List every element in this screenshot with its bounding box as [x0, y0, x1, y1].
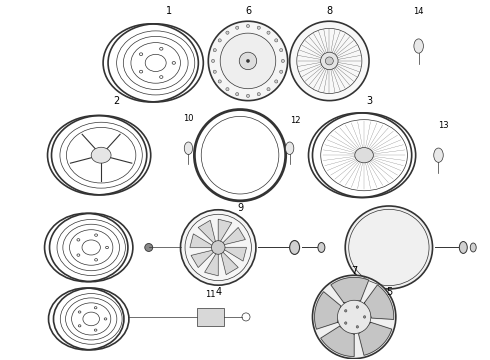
Text: 3: 3: [366, 96, 372, 105]
Ellipse shape: [184, 142, 193, 154]
Polygon shape: [191, 250, 215, 267]
Ellipse shape: [220, 33, 276, 89]
Ellipse shape: [213, 70, 217, 73]
Ellipse shape: [280, 70, 283, 73]
Ellipse shape: [239, 52, 257, 69]
Ellipse shape: [226, 31, 229, 34]
Polygon shape: [198, 220, 216, 244]
Ellipse shape: [246, 24, 249, 28]
Ellipse shape: [313, 275, 396, 359]
Polygon shape: [359, 322, 392, 355]
Ellipse shape: [218, 39, 221, 42]
Ellipse shape: [211, 241, 225, 254]
Polygon shape: [315, 292, 341, 329]
Ellipse shape: [414, 39, 423, 53]
Bar: [197, 308, 223, 326]
Ellipse shape: [91, 147, 111, 163]
Ellipse shape: [290, 21, 369, 100]
Ellipse shape: [257, 26, 260, 29]
Text: 14: 14: [414, 7, 424, 16]
Text: 4: 4: [215, 287, 221, 297]
Ellipse shape: [275, 39, 278, 42]
Text: 9: 9: [237, 203, 243, 213]
Text: 1: 1: [166, 6, 171, 16]
Text: 7: 7: [351, 266, 357, 276]
Polygon shape: [222, 247, 246, 261]
Ellipse shape: [236, 26, 239, 29]
Ellipse shape: [212, 59, 215, 63]
Text: 10: 10: [183, 114, 194, 123]
Ellipse shape: [257, 93, 260, 96]
Ellipse shape: [470, 243, 476, 252]
Ellipse shape: [345, 206, 433, 289]
Ellipse shape: [344, 310, 347, 312]
Ellipse shape: [275, 80, 278, 83]
Ellipse shape: [267, 31, 270, 34]
Text: 8: 8: [326, 6, 332, 16]
Ellipse shape: [318, 243, 325, 252]
Text: 11: 11: [205, 289, 216, 298]
Ellipse shape: [434, 148, 443, 162]
Ellipse shape: [145, 243, 153, 251]
Ellipse shape: [355, 148, 373, 163]
Ellipse shape: [267, 87, 270, 91]
Polygon shape: [365, 285, 394, 319]
Ellipse shape: [325, 57, 333, 65]
Ellipse shape: [180, 210, 256, 285]
Ellipse shape: [208, 21, 288, 100]
Ellipse shape: [344, 322, 347, 324]
Polygon shape: [331, 277, 369, 303]
Ellipse shape: [338, 300, 371, 334]
Ellipse shape: [213, 49, 217, 52]
Ellipse shape: [226, 87, 229, 91]
Text: 2: 2: [113, 96, 119, 105]
Polygon shape: [321, 326, 354, 356]
Ellipse shape: [290, 240, 299, 255]
Ellipse shape: [459, 242, 467, 253]
Ellipse shape: [320, 52, 338, 69]
Ellipse shape: [281, 59, 285, 63]
Ellipse shape: [236, 93, 239, 96]
Text: 13: 13: [438, 121, 449, 130]
Text: 5: 5: [386, 287, 392, 297]
Ellipse shape: [356, 325, 359, 328]
Ellipse shape: [356, 306, 359, 308]
Text: 6: 6: [245, 6, 251, 16]
Polygon shape: [220, 251, 238, 275]
Polygon shape: [205, 252, 218, 276]
Polygon shape: [190, 234, 214, 247]
Ellipse shape: [246, 94, 249, 98]
Ellipse shape: [280, 49, 283, 52]
Ellipse shape: [363, 316, 366, 318]
Ellipse shape: [218, 80, 221, 83]
Text: 12: 12: [291, 116, 301, 125]
Polygon shape: [218, 219, 232, 243]
Ellipse shape: [286, 142, 294, 154]
Polygon shape: [221, 228, 245, 245]
Ellipse shape: [246, 59, 249, 63]
